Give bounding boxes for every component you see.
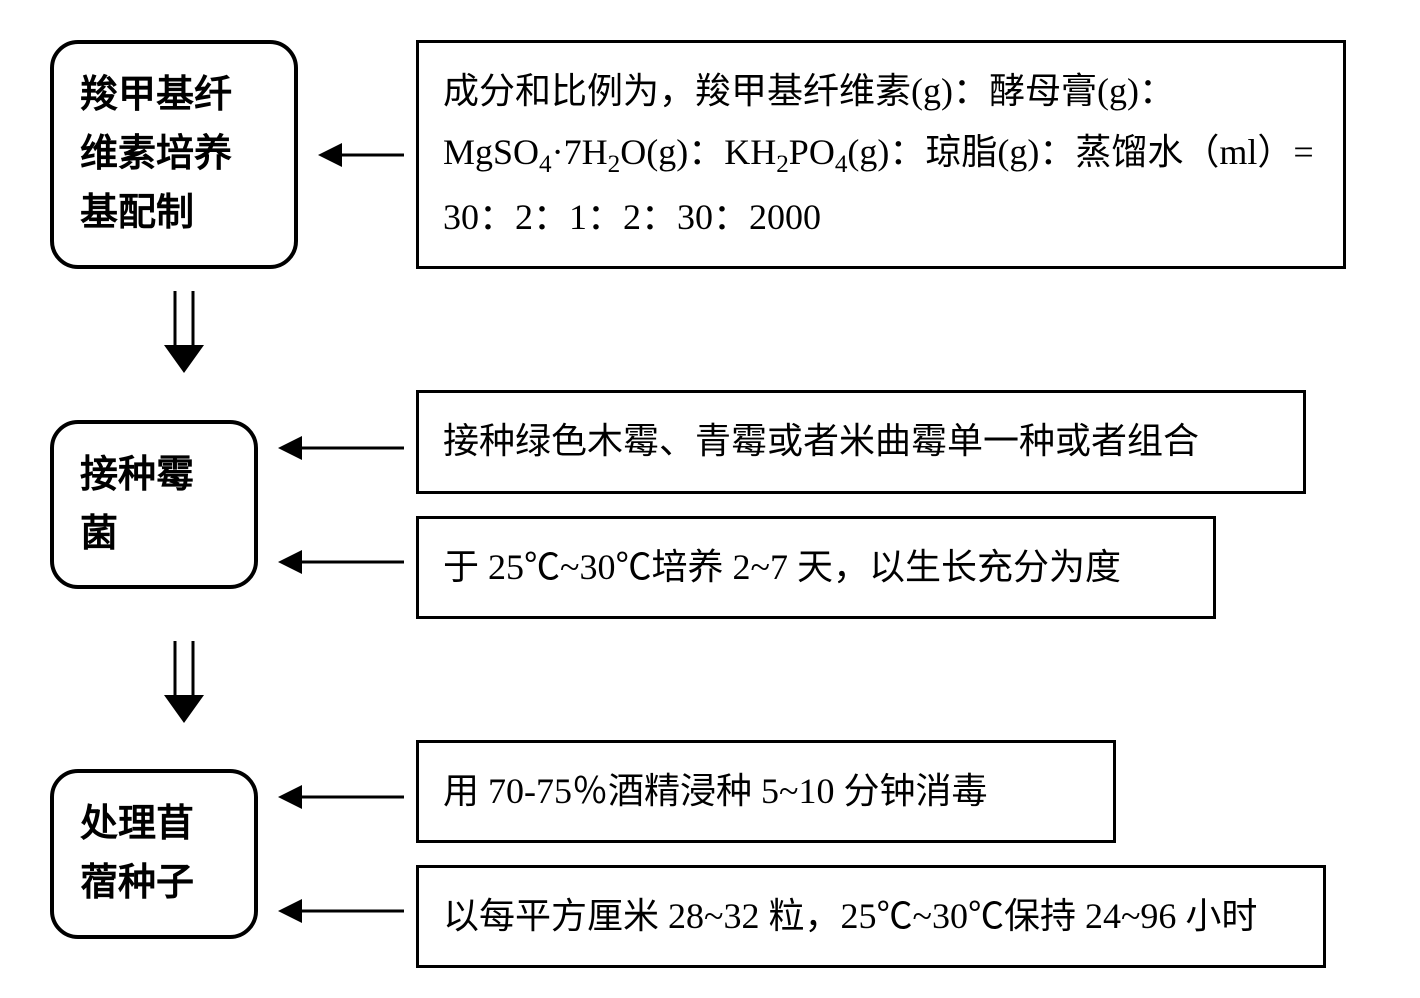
step-box-2: 接种霉菌: [50, 420, 258, 590]
desc-box-1: 成分和比例为，羧甲基纤维素(g)：酵母膏(g)：MgSO4·7H2O(g)：KH…: [416, 40, 1346, 269]
desc-text-2-0: 接种绿色木霉、青霉或者米曲霉单一种或者组合: [443, 421, 1199, 461]
arrow-left-group-3: [276, 740, 406, 968]
desc-col-3: 用 70-75％酒精浸种 5~10 分钟消毒 以每平方厘米 28~32 粒，25…: [416, 740, 1326, 968]
desc-box-3-1: 以每平方厘米 28~32 粒，25℃~30℃保持 24~96 小时: [416, 865, 1326, 968]
flowchart-container: 羧甲基纤维素培养基配制 成分和比例为，羧甲基纤维素(g)：酵母膏(g)：MgSO…: [50, 40, 1350, 998]
step-label-2: 接种霉菌: [80, 446, 194, 564]
desc-box-3-0: 用 70-75％酒精浸种 5~10 分钟消毒: [416, 740, 1116, 843]
flow-row-1: 羧甲基纤维素培养基配制 成分和比例为，羧甲基纤维素(g)：酵母膏(g)：MgSO…: [50, 40, 1350, 269]
desc-box-2-1: 于 25℃~30℃培养 2~7 天，以生长充分为度: [416, 516, 1216, 619]
desc-col-2: 接种绿色木霉、青霉或者米曲霉单一种或者组合 于 25℃~30℃培养 2~7 天，…: [416, 390, 1306, 618]
desc-text-1-0: 成分和比例为，羧甲基纤维素(g)：酵母膏(g)：MgSO4·7H2O(g)：KH…: [443, 71, 1314, 237]
arrow-left-icon: [276, 542, 406, 582]
desc-text-3-1: 以每平方厘米 28~32 粒，25℃~30℃保持 24~96 小时: [443, 896, 1257, 936]
arrow-down-icon: [160, 289, 208, 375]
flow-row-3: 处理苜蓿种子 用 70-75％酒精浸种 5~10 分钟消毒 以每平方厘米 28~…: [50, 740, 1350, 968]
step-box-3: 处理苜蓿种子: [50, 769, 258, 939]
arrow-left-icon: [276, 891, 406, 931]
arrow-left-icon: [276, 428, 406, 468]
desc-text-2-1: 于 25℃~30℃培养 2~7 天，以生长充分为度: [443, 547, 1121, 587]
step-label-3: 处理苜蓿种子: [80, 795, 194, 913]
step-label-1: 羧甲基纤维素培养基配制: [80, 66, 232, 243]
arrow-left-group-2: [276, 390, 406, 618]
arrow-down-icon: [160, 639, 208, 725]
arrow-left-icon: [276, 777, 406, 817]
arrow-left-icon: [316, 135, 406, 175]
flow-row-2: 接种霉菌 接种绿色木霉、青霉或者米曲霉单一种或者组合 于 25℃~30℃培养 2…: [50, 390, 1350, 618]
desc-text-3-0: 用 70-75％酒精浸种 5~10 分钟消毒: [443, 771, 987, 811]
desc-box-2-0: 接种绿色木霉、青霉或者米曲霉单一种或者组合: [416, 390, 1306, 493]
step-box-1: 羧甲基纤维素培养基配制: [50, 40, 298, 269]
